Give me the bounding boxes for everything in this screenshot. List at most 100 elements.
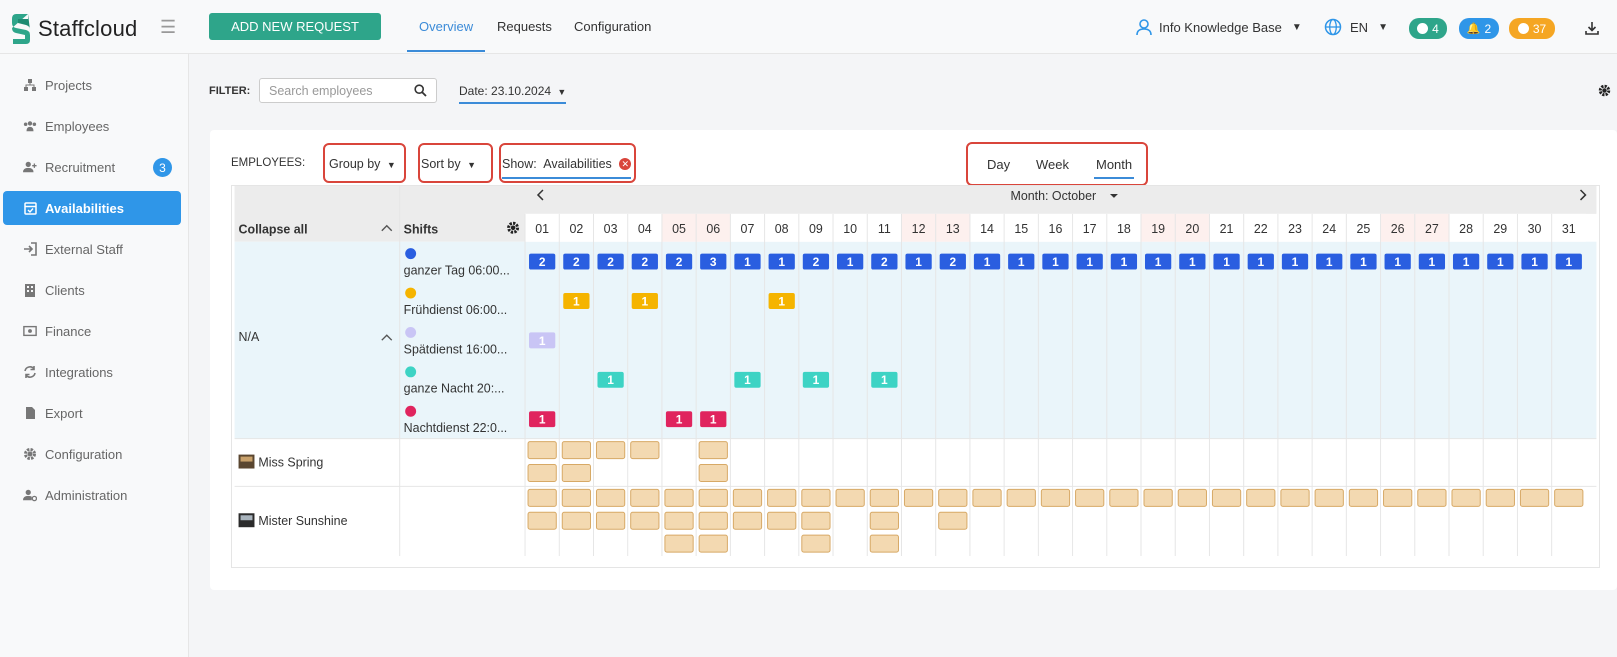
availability-block[interactable] [1554, 488, 1584, 507]
download-icon[interactable] [1584, 20, 1600, 36]
availability-block[interactable] [1519, 488, 1550, 507]
shift-count-badge[interactable]: 1 [1418, 253, 1446, 270]
availability-block[interactable] [1246, 488, 1276, 507]
availability-block[interactable] [869, 488, 899, 507]
month-selector[interactable]: Month: October [1011, 189, 1097, 203]
shift-count-badge[interactable]: 1 [1213, 253, 1240, 270]
shift-count-badge[interactable]: 1 [700, 411, 727, 428]
availability-block[interactable] [664, 534, 694, 553]
availability-block[interactable] [767, 488, 797, 507]
shift-count-badge[interactable]: 2 [802, 253, 830, 270]
availability-block[interactable] [1451, 488, 1481, 507]
sidebar-item-export[interactable]: Export [3, 396, 181, 430]
availability-block[interactable] [938, 488, 968, 507]
availability-block[interactable] [1006, 488, 1036, 507]
shift-count-badge[interactable]: 1 [1521, 253, 1548, 270]
availability-block[interactable] [1485, 488, 1515, 507]
availability-block[interactable] [664, 488, 694, 507]
shift-count-badge[interactable]: 1 [529, 411, 556, 428]
shift-count-badge[interactable]: 1 [529, 332, 556, 349]
search-employees-input[interactable]: Search employees [259, 78, 437, 103]
notifications-badge[interactable]: 🔔 2 [1459, 18, 1499, 39]
availability-block[interactable] [1109, 488, 1139, 507]
shift-count-badge[interactable]: 2 [939, 253, 966, 270]
shift-count-badge[interactable]: 1 [1110, 253, 1138, 270]
shift-count-badge[interactable]: 2 [871, 253, 898, 270]
sidebar-item-projects[interactable]: Projects [3, 68, 181, 102]
sidebar-item-clients[interactable]: Clients [3, 273, 181, 307]
shift-count-badge[interactable]: 2 [529, 253, 556, 270]
shift-count-badge[interactable]: 1 [1144, 253, 1172, 270]
shift-count-badge[interactable]: 1 [1316, 253, 1343, 270]
view-month-button[interactable]: Month [1096, 157, 1133, 172]
prev-month-chevron-icon[interactable] [536, 189, 544, 201]
shift-count-badge[interactable]: 1 [734, 253, 761, 270]
availability-block[interactable] [1383, 488, 1413, 507]
availability-block[interactable] [1280, 488, 1310, 507]
availability-block[interactable] [732, 488, 763, 507]
employee-name[interactable]: Mister Sunshine [258, 514, 347, 528]
availability-block[interactable] [698, 511, 728, 530]
availability-block[interactable] [1040, 488, 1071, 507]
availability-block[interactable] [527, 511, 557, 530]
group-collapse-chevron-icon[interactable] [381, 334, 393, 341]
shift-count-badge[interactable]: 1 [734, 371, 761, 388]
availability-block[interactable] [698, 441, 728, 460]
availability-block[interactable] [938, 511, 968, 530]
shift-count-badge[interactable]: 1 [1008, 253, 1035, 270]
sidebar-item-finance[interactable]: Finance [3, 314, 181, 348]
tab-configuration[interactable]: Configuration [574, 19, 652, 34]
availability-block[interactable] [767, 511, 797, 530]
availability-block[interactable] [869, 511, 899, 530]
availability-block[interactable] [595, 511, 626, 530]
shift-count-badge[interactable]: 1 [802, 371, 830, 388]
shift-settings-gear-icon[interactable] [507, 221, 520, 234]
availability-block[interactable] [698, 464, 728, 482]
settings-gear-icon[interactable] [1598, 84, 1611, 97]
shift-count-badge[interactable]: 2 [665, 253, 693, 270]
shift-count-badge[interactable]: 1 [1076, 253, 1103, 270]
search-icon[interactable] [414, 84, 427, 97]
availability-block[interactable] [561, 441, 592, 460]
user-menu[interactable]: Info Knowledge Base ▼ [1135, 18, 1302, 36]
sidebar-item-administration[interactable]: Administration [3, 478, 181, 512]
availability-block[interactable] [1143, 488, 1173, 507]
availability-block[interactable] [903, 488, 934, 507]
shift-count-badge[interactable]: 3 [700, 253, 727, 270]
tab-requests[interactable]: Requests [497, 19, 552, 34]
menu-toggle-icon[interactable]: ☰ [160, 17, 177, 37]
shift-count-badge[interactable]: 1 [1487, 253, 1514, 270]
shift-count-badge[interactable]: 1 [1281, 253, 1309, 270]
shift-count-badge[interactable]: 1 [871, 371, 898, 388]
availability-block[interactable] [561, 488, 592, 507]
availability-block[interactable] [972, 488, 1002, 507]
availability-block[interactable] [869, 534, 899, 553]
shift-count-badge[interactable]: 1 [1555, 253, 1582, 270]
sidebar-item-integrations[interactable]: Integrations [3, 355, 181, 389]
availability-block[interactable] [1417, 488, 1447, 507]
availability-block[interactable] [1075, 488, 1105, 507]
shift-count-badge[interactable]: 2 [563, 253, 590, 270]
group-by-dropdown[interactable]: Group by ▼ [329, 157, 396, 171]
shift-count-badge[interactable]: 1 [905, 253, 932, 270]
availability-block[interactable] [527, 441, 557, 460]
shift-count-badge[interactable]: 1 [563, 293, 590, 309]
shift-count-badge[interactable]: 2 [631, 253, 658, 270]
shift-count-badge[interactable]: 1 [631, 293, 658, 309]
month-caret-down-icon[interactable] [1109, 193, 1118, 198]
sidebar-item-external-staff[interactable]: External Staff [3, 232, 181, 266]
next-month-chevron-icon[interactable] [1579, 189, 1587, 201]
shift-count-badge[interactable]: 2 [597, 253, 624, 270]
availability-block[interactable] [664, 511, 694, 530]
shift-count-badge[interactable]: 1 [1179, 253, 1206, 270]
availability-block[interactable] [630, 488, 660, 507]
sidebar-item-employees[interactable]: Employees [3, 109, 181, 143]
shift-count-badge[interactable]: 1 [1350, 253, 1377, 270]
availability-block[interactable] [561, 464, 592, 482]
shift-count-badge[interactable]: 1 [1042, 253, 1069, 270]
shift-count-badge[interactable]: 1 [597, 371, 624, 388]
availability-block[interactable] [595, 441, 626, 460]
sidebar-item-recruitment[interactable]: Recruitment 3 [3, 150, 181, 184]
view-week-button[interactable]: Week [1036, 157, 1069, 172]
availability-block[interactable] [698, 488, 728, 507]
